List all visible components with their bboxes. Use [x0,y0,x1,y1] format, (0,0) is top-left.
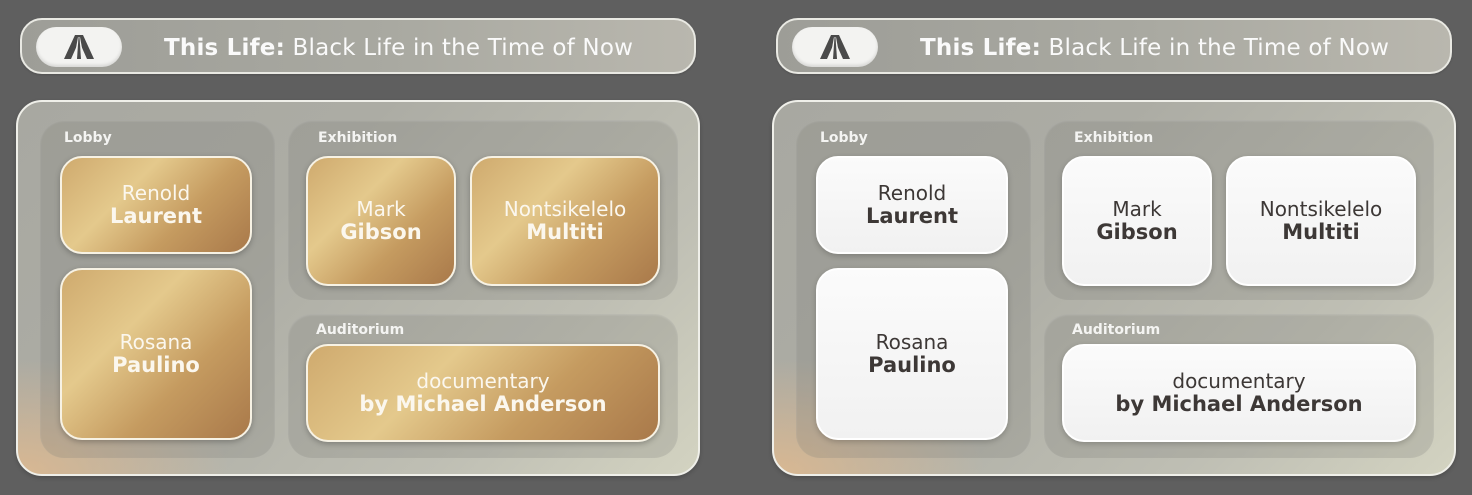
zone-auditorium: Auditorium documentary by Michael Anders… [1044,314,1434,458]
card-last-name: Multiti [1282,220,1360,244]
floor-plan-panel-white: This Life: Black Life in the Time of Now… [772,0,1472,495]
card-last-name: Paulino [112,353,200,377]
zone-exhibition: Exhibition Mark Gibson Nontsikelelo Mult… [288,120,678,300]
card-first-name: Mark [356,197,406,221]
room-card-mark-gibson[interactable]: Mark Gibson [1062,156,1212,286]
road-perspective-icon [64,35,94,59]
card-last-name: Multiti [526,220,604,244]
card-first-name: Renold [877,181,947,205]
room-card-mark-gibson[interactable]: Mark Gibson [306,156,456,286]
page-title: This Life: Black Life in the Time of Now [920,35,1389,61]
zone-label-lobby: Lobby [64,130,112,146]
card-last-name: Gibson [340,220,422,244]
card-first-name: documentary [1172,369,1306,393]
room-card-renold-laurent[interactable]: Renold Laurent [816,156,1008,254]
header-bar: This Life: Black Life in the Time of Now [20,18,696,74]
card-last-name: Paulino [868,353,956,377]
zone-exhibition: Exhibition Mark Gibson Nontsikelelo Mult… [1044,120,1434,300]
page-title: This Life: Black Life in the Time of Now [164,35,633,61]
floor-plan-panel-gold: This Life: Black Life in the Time of Now… [16,0,716,495]
title-bold: This Life: [920,35,1041,61]
card-first-name: Rosana [119,330,193,354]
card-first-name: documentary [416,369,550,393]
title-bold: This Life: [164,35,285,61]
room-card-nontsikelelo-multiti[interactable]: Nontsikelelo Multiti [1226,156,1416,286]
zone-label-auditorium: Auditorium [1072,322,1161,338]
card-last-name: by Michael Anderson [1115,392,1363,416]
card-first-name: Nontsikelelo [1259,197,1383,221]
zone-label-exhibition: Exhibition [1074,130,1154,146]
room-card-renold-laurent[interactable]: Renold Laurent [60,156,252,254]
card-last-name: Laurent [865,204,959,228]
card-last-name: Laurent [109,204,203,228]
room-card-nontsikelelo-multiti[interactable]: Nontsikelelo Multiti [470,156,660,286]
card-first-name: Rosana [875,330,949,354]
zone-label-exhibition: Exhibition [318,130,398,146]
zone-label-auditorium: Auditorium [316,322,405,338]
floor-plan: Lobby Renold Laurent Rosana Paulino Exhi… [16,100,700,476]
zone-lobby: Lobby Renold Laurent Rosana Paulino [40,120,275,458]
floor-plan: Lobby Renold Laurent Rosana Paulino Exhi… [772,100,1456,476]
card-last-name: by Michael Anderson [359,392,607,416]
logo-button[interactable] [36,27,122,67]
room-card-documentary[interactable]: documentary by Michael Anderson [306,344,660,442]
header-bar: This Life: Black Life in the Time of Now [776,18,1452,74]
card-first-name: Nontsikelelo [503,197,627,221]
title-rest: Black Life in the Time of Now [285,35,634,61]
road-perspective-icon [820,35,850,59]
title-rest: Black Life in the Time of Now [1041,35,1390,61]
room-card-rosana-paulino[interactable]: Rosana Paulino [816,268,1008,440]
card-first-name: Mark [1112,197,1162,221]
zone-lobby: Lobby Renold Laurent Rosana Paulino [796,120,1031,458]
room-card-rosana-paulino[interactable]: Rosana Paulino [60,268,252,440]
card-first-name: Renold [121,181,191,205]
logo-button[interactable] [792,27,878,67]
room-card-documentary[interactable]: documentary by Michael Anderson [1062,344,1416,442]
zone-label-lobby: Lobby [820,130,868,146]
card-last-name: Gibson [1096,220,1178,244]
zone-auditorium: Auditorium documentary by Michael Anders… [288,314,678,458]
